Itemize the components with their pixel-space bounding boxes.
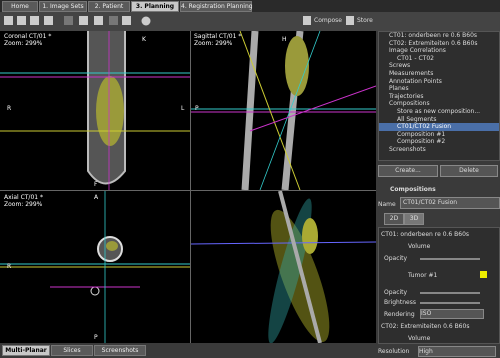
tree-item[interactable]: Screenshots xyxy=(389,145,426,153)
store-button[interactable]: Store xyxy=(357,17,373,24)
orientation-label: H xyxy=(282,36,287,43)
slider[interactable] xyxy=(420,302,480,304)
compose-button[interactable]: Compose xyxy=(314,17,343,24)
orientation-label: P xyxy=(195,105,199,112)
view-title: Coronal CT/01 * xyxy=(4,33,52,40)
slider-label: Opacity xyxy=(384,289,408,296)
orientation-label: A xyxy=(94,194,99,201)
orientation-label: R xyxy=(7,263,12,270)
toolbar xyxy=(0,12,500,31)
slider-label: Opacity xyxy=(384,255,408,262)
view-tab[interactable]: Slices xyxy=(51,345,93,356)
tree-item[interactable]: Image Correlations xyxy=(389,47,446,55)
tool-icon[interactable] xyxy=(17,16,26,25)
tool-icon[interactable] xyxy=(30,16,39,25)
name-input[interactable]: CT01/CT02 Fusion xyxy=(400,197,500,209)
tab[interactable]: 4. Registration Planning xyxy=(180,1,253,12)
slider[interactable] xyxy=(420,258,480,260)
view-title: Axial CT/01 * xyxy=(4,194,43,201)
tree-item[interactable]: Store as new composition... xyxy=(397,107,481,115)
layer-list xyxy=(378,227,500,344)
tree-item[interactable]: All Segments xyxy=(397,115,437,123)
store-icon[interactable] xyxy=(346,16,354,25)
mode-tab[interactable]: 3D xyxy=(404,213,424,225)
panel-header: Compositions xyxy=(390,186,436,193)
delete-button[interactable]: Delete xyxy=(440,165,498,177)
view-zoom: Zoom: 299% xyxy=(194,40,233,47)
tab[interactable]: 1. Image Sets xyxy=(39,1,87,12)
field-label: Name xyxy=(378,201,396,208)
tree-item[interactable]: Measurements xyxy=(389,69,434,77)
tool-icon[interactable] xyxy=(64,16,73,25)
tab[interactable]: Home xyxy=(2,1,38,12)
tree-item[interactable]: Screws xyxy=(389,62,411,70)
tree-item[interactable]: Composition #1 xyxy=(397,130,446,138)
tree-item[interactable]: CT01: onderbeen re 0.6 B60s xyxy=(389,32,478,39)
orientation-label: R xyxy=(7,105,12,112)
orientation-label: K xyxy=(142,36,146,43)
tree-item[interactable]: Composition #2 xyxy=(397,138,446,146)
slider[interactable] xyxy=(420,292,480,294)
tool-icon[interactable] xyxy=(94,16,103,25)
tree-item[interactable]: Compositions xyxy=(389,100,430,108)
view-tab[interactable]: Multi-Planar xyxy=(2,345,50,356)
layer-title: CT01: onderbeen re 0.6 B60s xyxy=(381,231,470,238)
tab[interactable]: 2. Patient xyxy=(88,1,130,12)
compose-icon[interactable] xyxy=(303,16,311,25)
orientation-label: L xyxy=(181,105,185,112)
3d-image xyxy=(190,190,376,343)
tool-icon[interactable] xyxy=(4,16,13,25)
tab[interactable]: 3. Planning xyxy=(131,1,179,12)
tree-item[interactable]: Planes xyxy=(389,85,409,93)
layer-item: Volume xyxy=(408,243,431,250)
layer-item: Volume xyxy=(408,335,431,342)
tool-icon[interactable] xyxy=(122,16,131,25)
object-tree: CT01: onderbeen re 0.6 B60s CT02: Extrem… xyxy=(378,31,500,161)
create-button[interactable]: Create... xyxy=(378,165,438,177)
view-tab[interactable]: Screenshots xyxy=(94,345,146,356)
field-label: Rendering xyxy=(384,311,415,318)
tree-item[interactable]: Annotation Points xyxy=(389,77,442,85)
tool-icon[interactable] xyxy=(141,16,151,26)
tool-icon[interactable] xyxy=(109,16,118,25)
rendering-select[interactable]: ISO xyxy=(420,309,484,319)
sagittal-image xyxy=(191,31,376,191)
view-title: Sagittal CT/01 * xyxy=(194,33,242,40)
viewports xyxy=(0,31,376,343)
mode-tab[interactable]: 2D xyxy=(384,213,404,225)
layer-title: CT02: Extremiteiten 0.6 B60s xyxy=(381,323,470,330)
orientation-label: P xyxy=(94,334,98,341)
coronal-image xyxy=(0,31,190,190)
tree-item[interactable]: CT01 - CT02 xyxy=(397,54,434,62)
tree-item[interactable]: CT01/CT02 Fusion xyxy=(379,123,499,131)
tool-icon[interactable] xyxy=(44,16,53,25)
orientation-label: F xyxy=(94,181,98,188)
resolution-select[interactable]: High xyxy=(418,346,496,357)
tree-item[interactable]: CT02: Extremiteiten 0.6 B60s xyxy=(389,39,478,47)
field-label: Resolution xyxy=(378,348,410,355)
axial-image xyxy=(0,191,190,343)
tree-item[interactable]: Trajectories xyxy=(389,92,424,100)
color-swatch[interactable] xyxy=(480,271,487,278)
slider-label: Brightness xyxy=(384,299,416,306)
tool-icon[interactable] xyxy=(79,16,88,25)
layer-item: Tumor #1 xyxy=(408,272,438,279)
view-zoom: Zoom: 299% xyxy=(4,201,43,208)
view-zoom: Zoom: 299% xyxy=(4,40,43,47)
